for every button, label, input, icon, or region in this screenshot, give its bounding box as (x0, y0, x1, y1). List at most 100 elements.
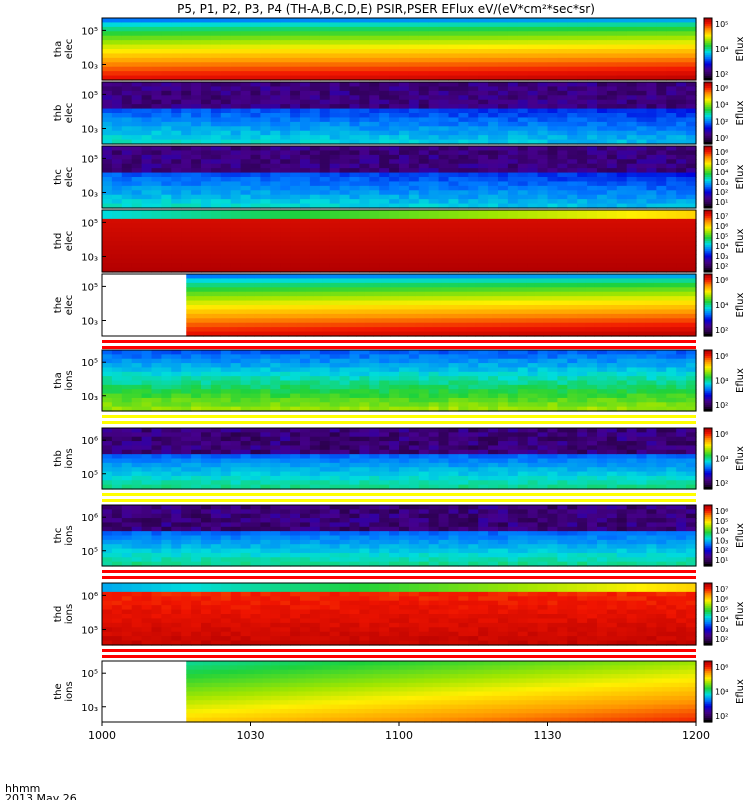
heatmap-cell (467, 274, 476, 279)
heatmap-cell (439, 245, 450, 250)
heatmap-cell (369, 58, 380, 63)
heatmap-cell (350, 22, 361, 27)
heatmap-cell (656, 86, 667, 91)
heatmap-cell (399, 22, 410, 27)
heatmap-cell (449, 40, 460, 45)
heatmap-cell (478, 232, 489, 237)
heatmap-cell (181, 195, 192, 200)
heatmap-cell (201, 164, 212, 169)
heatmap-cell (152, 36, 163, 41)
heatmap-cell (112, 223, 123, 228)
heatmap-cell (518, 301, 527, 306)
heatmap-cell (597, 117, 608, 122)
heatmap-cell (112, 86, 123, 91)
heatmap-cell (617, 228, 628, 233)
heatmap-cell (270, 210, 281, 215)
heatmap-cell (359, 109, 370, 114)
heatmap-cell (449, 228, 460, 233)
heatmap-cell (359, 223, 370, 228)
heatmap-cell (645, 323, 654, 328)
heatmap-cell (310, 45, 321, 50)
heatmap-cell (389, 381, 400, 386)
heatmap-cell (191, 199, 202, 204)
heatmap-cell (538, 49, 549, 54)
heatmap-cell (526, 318, 535, 323)
heatmap-cell (359, 237, 370, 242)
heatmap-cell (647, 113, 658, 118)
heatmap-cell (548, 237, 559, 242)
heatmap-cell (492, 314, 501, 319)
heatmap-cell (449, 367, 460, 372)
heatmap-cell (359, 27, 370, 32)
heatmap-cell (637, 210, 648, 215)
heatmap-cell (662, 309, 671, 314)
heatmap-cell (171, 45, 182, 50)
heatmap-cell (369, 45, 380, 50)
heatmap-cell (409, 402, 420, 407)
heatmap-cell (161, 381, 172, 386)
heatmap-cell (339, 323, 348, 328)
heatmap-cell (535, 274, 544, 279)
heatmap-cell (112, 40, 123, 45)
heatmap-cell (449, 45, 460, 50)
heatmap-cell (221, 254, 232, 259)
heatmap-cell (251, 31, 262, 36)
heatmap-cell (409, 117, 420, 122)
heatmap-cell (518, 241, 529, 246)
heatmap-cell (359, 49, 370, 54)
heatmap-cell (557, 91, 568, 96)
heatmap-cell (424, 287, 433, 292)
heatmap-cell (488, 372, 499, 377)
heatmap-cell (314, 305, 323, 310)
heatmap-cell (270, 219, 281, 224)
heatmap-cell (152, 254, 163, 259)
heatmap-cell (488, 190, 499, 195)
heatmap-cell (538, 100, 549, 105)
heatmap-cell (203, 301, 212, 306)
heatmap-cell (152, 168, 163, 173)
heatmap-cell (305, 296, 314, 301)
heatmap-cell (587, 245, 598, 250)
heatmap-cell (201, 155, 212, 160)
heatmap-cell (627, 18, 638, 23)
heatmap-cell (171, 398, 182, 403)
heatmap-cell (603, 318, 612, 323)
heatmap-cell (508, 100, 519, 105)
heatmap-cell (567, 214, 578, 219)
heatmap-cell (320, 372, 331, 377)
heatmap-cell (356, 283, 365, 288)
heatmap-cell (211, 389, 222, 394)
heatmap-cell (557, 223, 568, 228)
heatmap-cell (607, 40, 618, 45)
heatmap-cell (132, 155, 143, 160)
heatmap-cell (221, 31, 232, 36)
heatmap-cell (569, 292, 578, 297)
heatmap-cell (241, 381, 252, 386)
heatmap-cell (666, 91, 677, 96)
heatmap-cell (645, 327, 654, 332)
heatmap-cell (439, 195, 450, 200)
heatmap-cell (359, 186, 370, 191)
heatmap-cell (280, 135, 291, 140)
heatmap-cell (617, 159, 628, 164)
heatmap-cell (305, 309, 314, 314)
heatmap-cell (290, 104, 301, 109)
heatmap-cell (211, 354, 222, 359)
heatmap-cell (468, 168, 479, 173)
heatmap-cell (211, 159, 222, 164)
heatmap-cell (597, 131, 608, 136)
heatmap-cell (597, 219, 608, 224)
heatmap-cell (488, 117, 499, 122)
heatmap-cell (567, 53, 578, 58)
heatmap-cell (359, 376, 370, 381)
heatmap-cell (241, 350, 252, 355)
heatmap-cell (280, 223, 291, 228)
heatmap-cell (458, 117, 469, 122)
heatmap-cell (577, 287, 586, 292)
heatmap-cell (617, 45, 628, 50)
heatmap-cell (161, 186, 172, 191)
heatmap-cell (142, 237, 153, 242)
heatmap-cell (132, 223, 143, 228)
heatmap-cell (330, 223, 341, 228)
